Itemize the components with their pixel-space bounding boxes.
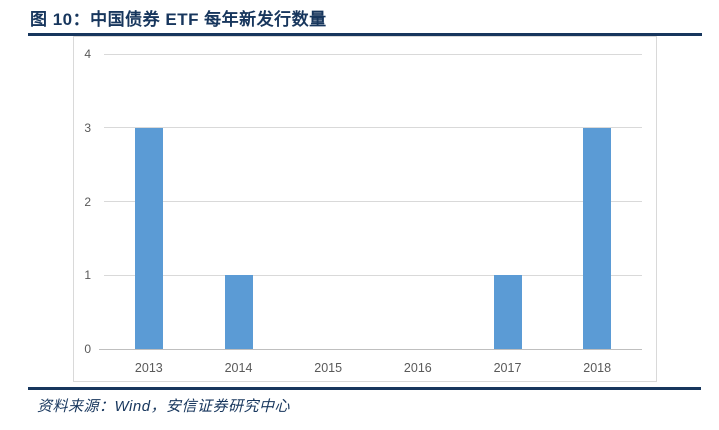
figure-title: 图 10：中国债券 ETF 每年新发行数量 [30, 10, 327, 29]
bar-2013 [134, 127, 163, 349]
bar-2014 [224, 275, 253, 349]
x-tick-label-2013: 2013 [134, 361, 163, 375]
gridline-y1 [104, 274, 642, 276]
gridline-y2 [104, 201, 642, 202]
y-tick-label-4: 4 [84, 47, 91, 61]
x-tick-label-2018: 2018 [583, 361, 612, 375]
y-tick-label-2: 2 [84, 194, 91, 209]
y-tick-label-0: 0 [84, 342, 91, 356]
footer-rule [28, 387, 701, 390]
gridline-y4 [104, 53, 642, 55]
y-tick-label-3: 3 [84, 120, 91, 135]
title-underline-rule [28, 33, 702, 36]
bar-2017 [493, 275, 522, 349]
x-tick-label-2016: 2016 [403, 361, 432, 375]
plot-area: 0 1 2 3 4 2013 2014 2015 2016 2017 2018 [84, 47, 642, 375]
gridline-y3 [104, 127, 642, 129]
chart-frame: 0 1 2 3 4 2013 2014 2015 2016 2017 2018 [73, 36, 657, 382]
y-tick-label-1: 1 [84, 268, 91, 283]
bar-2018 [583, 127, 612, 349]
x-axis-line [99, 348, 642, 350]
x-tick-label-2014: 2014 [224, 361, 253, 375]
source-note: 资料来源：Wind，安信证券研究中心 [37, 398, 291, 415]
x-tick-label-2017: 2017 [493, 361, 522, 375]
x-tick-label-2015: 2015 [314, 361, 343, 375]
